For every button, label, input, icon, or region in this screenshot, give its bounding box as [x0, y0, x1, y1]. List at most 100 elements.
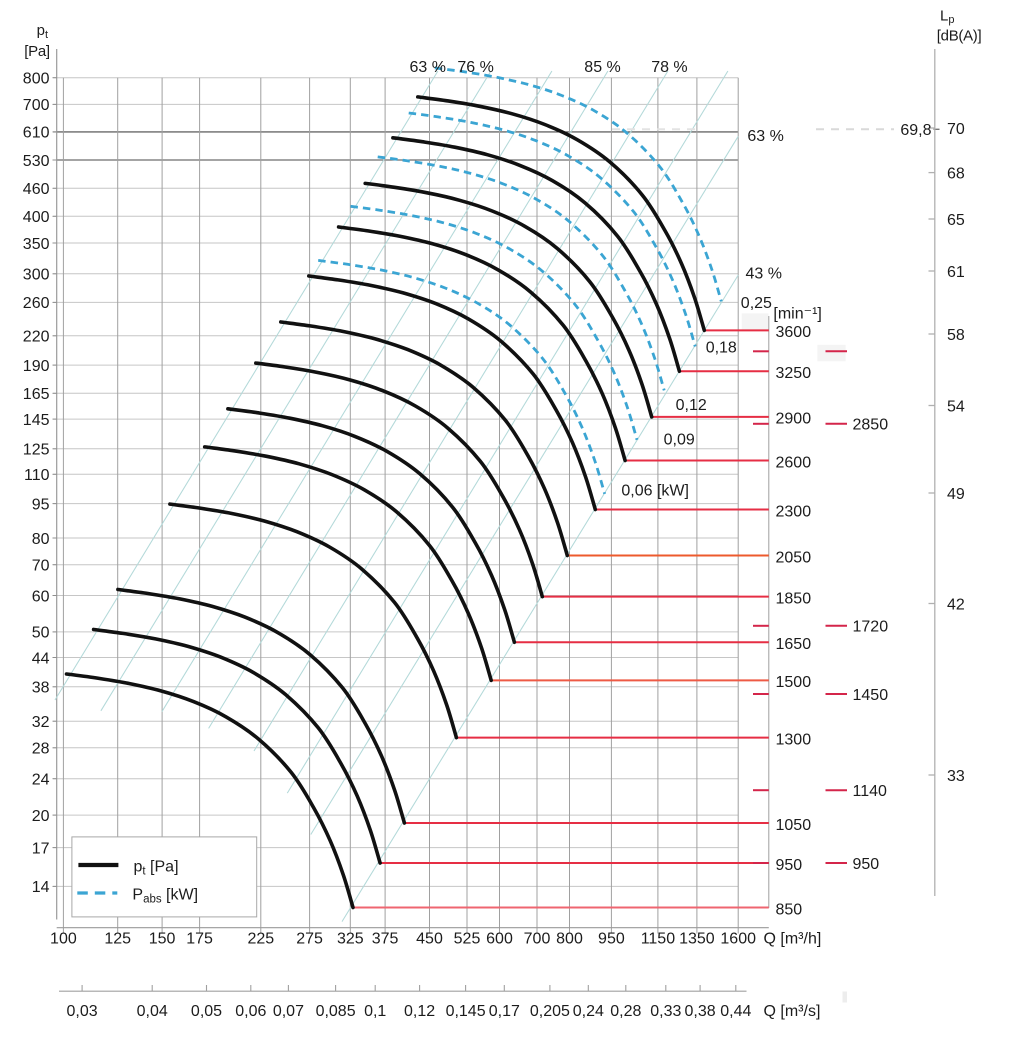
svg-text:610: 610	[23, 125, 50, 142]
svg-text:0,205: 0,205	[530, 1003, 570, 1020]
svg-text:850: 850	[776, 901, 803, 918]
svg-text:3250: 3250	[776, 365, 812, 382]
svg-text:0,1: 0,1	[364, 1003, 386, 1020]
svg-text:32: 32	[32, 714, 50, 731]
svg-text:700: 700	[524, 931, 551, 948]
svg-text:165: 165	[23, 386, 50, 403]
svg-text:Pabs [kW]: Pabs [kW]	[132, 887, 198, 906]
svg-text:400: 400	[23, 209, 50, 226]
svg-text:525: 525	[454, 931, 481, 948]
svg-text:110: 110	[24, 467, 50, 484]
svg-text:42: 42	[947, 596, 965, 613]
svg-text:0,06 [kW]: 0,06 [kW]	[621, 483, 689, 500]
svg-text:1300: 1300	[776, 731, 812, 748]
svg-text:0,25: 0,25	[741, 295, 772, 312]
svg-text:78 %: 78 %	[651, 59, 687, 76]
svg-text:100: 100	[50, 931, 77, 948]
svg-text:375: 375	[372, 931, 399, 948]
svg-text:20: 20	[32, 808, 50, 825]
svg-text:33: 33	[947, 768, 965, 785]
svg-text:49: 49	[947, 486, 965, 503]
svg-text:1350: 1350	[679, 931, 715, 948]
svg-text:Q [m³/s]: Q [m³/s]	[764, 1003, 821, 1020]
svg-text:1850: 1850	[776, 590, 812, 607]
svg-text:63 %: 63 %	[410, 59, 446, 76]
svg-text:260: 260	[23, 295, 50, 312]
svg-text:1600: 1600	[720, 931, 756, 948]
svg-text:0,05: 0,05	[191, 1003, 222, 1020]
svg-text:0,085: 0,085	[316, 1003, 356, 1020]
svg-text:530: 530	[23, 153, 50, 170]
svg-text:1050: 1050	[776, 817, 812, 834]
svg-text:150: 150	[149, 931, 176, 948]
svg-text:1500: 1500	[776, 674, 812, 691]
svg-text:69,8: 69,8	[900, 122, 931, 139]
svg-text:76 %: 76 %	[457, 59, 493, 76]
svg-text:2600: 2600	[776, 454, 812, 471]
svg-text:85 %: 85 %	[584, 59, 620, 76]
svg-text:460: 460	[23, 181, 50, 198]
svg-text:63 %: 63 %	[747, 128, 783, 145]
svg-text:61: 61	[947, 264, 965, 281]
svg-text:0,03: 0,03	[67, 1003, 98, 1020]
svg-text:68: 68	[947, 165, 965, 182]
svg-text:0,38: 0,38	[685, 1003, 716, 1020]
svg-text:0,18: 0,18	[706, 340, 737, 357]
svg-text:0,24: 0,24	[573, 1003, 604, 1020]
svg-text:800: 800	[556, 931, 583, 948]
svg-text:275: 275	[296, 931, 323, 948]
svg-text:125: 125	[23, 442, 50, 459]
svg-text:24: 24	[32, 772, 50, 789]
svg-text:0,145: 0,145	[446, 1003, 486, 1020]
svg-text:450: 450	[416, 931, 443, 948]
svg-text:950: 950	[853, 856, 880, 873]
svg-text:44: 44	[32, 650, 50, 667]
svg-text:58: 58	[947, 327, 965, 344]
svg-text:0,12: 0,12	[676, 397, 707, 414]
svg-text:17: 17	[32, 840, 50, 857]
svg-text:325: 325	[337, 931, 364, 948]
svg-text:60: 60	[32, 588, 50, 605]
svg-text:145: 145	[23, 412, 50, 429]
svg-text:pt: pt	[37, 22, 48, 41]
svg-text:0,17: 0,17	[489, 1003, 520, 1020]
svg-text:950: 950	[776, 857, 803, 874]
svg-text:190: 190	[23, 358, 50, 375]
svg-text:[Pa]: [Pa]	[24, 43, 50, 60]
svg-text:1450: 1450	[853, 687, 889, 704]
svg-text:0,06: 0,06	[235, 1003, 266, 1020]
svg-text:50: 50	[32, 625, 50, 642]
svg-text:950: 950	[598, 931, 625, 948]
svg-text:0,33: 0,33	[650, 1003, 681, 1020]
svg-text:220: 220	[23, 329, 50, 346]
svg-text:70: 70	[947, 121, 965, 138]
svg-text:2300: 2300	[776, 503, 812, 520]
svg-text:1650: 1650	[776, 636, 812, 653]
svg-text:0,07: 0,07	[273, 1003, 304, 1020]
svg-text:1140: 1140	[853, 783, 888, 800]
svg-text:0,28: 0,28	[610, 1003, 641, 1020]
svg-text:[min⁻¹]: [min⁻¹]	[773, 305, 821, 322]
svg-text:125: 125	[104, 931, 131, 948]
svg-text:38: 38	[32, 680, 50, 697]
svg-text:3600: 3600	[776, 324, 812, 341]
svg-text:1150: 1150	[641, 931, 676, 948]
svg-text:2900: 2900	[776, 411, 812, 428]
svg-text:0,04: 0,04	[137, 1003, 168, 1020]
svg-text:Q [m³/h]: Q [m³/h]	[764, 931, 822, 948]
svg-text:54: 54	[947, 398, 965, 415]
svg-text:2050: 2050	[776, 549, 812, 566]
svg-text:95: 95	[32, 496, 50, 513]
svg-text:70: 70	[32, 558, 50, 575]
svg-text:300: 300	[23, 267, 50, 284]
svg-text:0,44: 0,44	[720, 1003, 751, 1020]
svg-text:65: 65	[947, 212, 965, 229]
svg-text:14: 14	[32, 879, 50, 896]
svg-text:225: 225	[247, 931, 274, 948]
svg-text:[dB(A)]: [dB(A)]	[937, 28, 982, 45]
svg-text:700: 700	[23, 97, 50, 114]
svg-text:350: 350	[23, 236, 50, 253]
svg-text:pt [Pa]: pt [Pa]	[134, 859, 179, 878]
svg-text:43 %: 43 %	[746, 266, 782, 283]
svg-text:175: 175	[186, 931, 213, 948]
